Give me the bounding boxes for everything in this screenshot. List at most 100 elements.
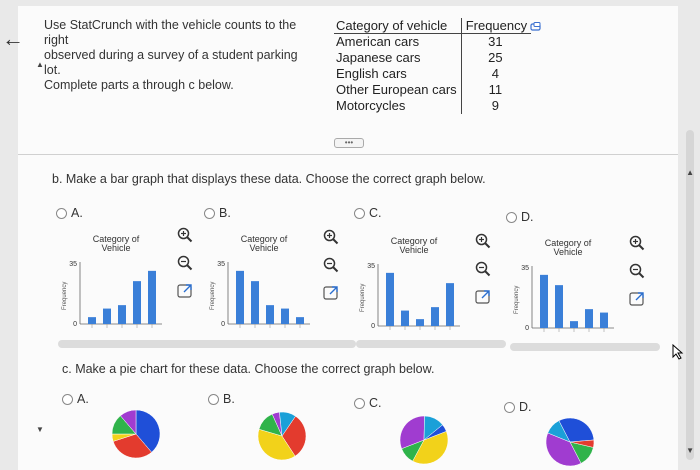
horizontal-scrollbar[interactable] bbox=[58, 340, 218, 348]
bar-chart-option-d: Category of Vehicle Frequency 35 0 bbox=[510, 234, 630, 344]
y-axis-label: Frequency bbox=[360, 284, 366, 312]
table-cell-frequency: 31 bbox=[460, 33, 532, 50]
pie-slice bbox=[423, 424, 447, 441]
zoom-out-icon[interactable] bbox=[474, 260, 492, 278]
expand-more-button[interactable]: ••• bbox=[334, 138, 364, 148]
copy-table-icon[interactable] bbox=[530, 22, 542, 32]
bar bbox=[431, 307, 439, 326]
radio-button[interactable] bbox=[204, 207, 215, 219]
bar bbox=[600, 312, 608, 328]
option-c-c[interactable]: C. bbox=[354, 396, 382, 410]
open-new-window-icon[interactable] bbox=[176, 282, 194, 300]
bar bbox=[540, 274, 548, 328]
y-tick-label: 0 bbox=[525, 325, 529, 332]
table-cell-frequency: 11 bbox=[460, 82, 532, 98]
chart-title: Vehicle bbox=[101, 243, 130, 253]
option-letter: B. bbox=[223, 392, 235, 406]
y-tick-label: 35 bbox=[69, 261, 77, 268]
table-cell-frequency: 4 bbox=[460, 66, 532, 82]
zoom-in-icon[interactable] bbox=[628, 234, 646, 252]
pie-slice bbox=[558, 417, 595, 443]
option-b-a[interactable]: A. bbox=[56, 206, 83, 220]
scroll-down-icon[interactable]: ▼ bbox=[36, 425, 44, 434]
table-row: Other European cars 11 bbox=[334, 82, 532, 98]
zoom-out-icon[interactable] bbox=[176, 254, 194, 272]
pie-slice bbox=[281, 415, 307, 457]
radio-button[interactable] bbox=[56, 207, 67, 219]
bar-chart-option-c: Category of Vehicle Frequency 35 0 bbox=[356, 232, 476, 342]
bar bbox=[570, 321, 578, 328]
table-row: American cars 31 bbox=[334, 33, 532, 50]
pie-slice bbox=[412, 430, 449, 465]
zoom-in-icon[interactable] bbox=[474, 232, 492, 250]
y-axis-label: Frequency bbox=[62, 282, 68, 310]
radio-button[interactable] bbox=[354, 397, 365, 409]
option-b-b[interactable]: B. bbox=[204, 206, 231, 220]
radio-button[interactable] bbox=[354, 207, 365, 219]
option-c-b[interactable]: B. bbox=[208, 392, 235, 406]
pie-slice bbox=[545, 432, 582, 467]
option-letter: A. bbox=[77, 392, 89, 406]
bar bbox=[416, 319, 424, 326]
table-cell-category: Other European cars bbox=[336, 82, 457, 97]
open-new-window-icon[interactable] bbox=[322, 284, 340, 302]
problem-statement: Use StatCrunch with the vehicle counts t… bbox=[44, 18, 314, 93]
table-cell-frequency: 9 bbox=[460, 98, 532, 114]
zoom-in-icon[interactable] bbox=[322, 228, 340, 246]
frequency-table: Category of vehicle Frequency American c… bbox=[334, 18, 532, 114]
radio-button[interactable] bbox=[62, 393, 73, 405]
intro-line: Complete parts a through c below. bbox=[44, 78, 234, 92]
question-panel bbox=[18, 6, 678, 470]
option-b-c[interactable]: C. bbox=[354, 206, 382, 220]
option-letter: D. bbox=[521, 210, 534, 224]
y-axis-label: Frequency bbox=[514, 286, 520, 314]
option-letter: C. bbox=[369, 396, 382, 410]
option-c-a[interactable]: A. bbox=[62, 392, 89, 406]
y-tick-label: 0 bbox=[371, 323, 375, 330]
y-axis-label: Frequency bbox=[210, 282, 216, 310]
bar bbox=[401, 310, 409, 326]
y-tick-label: 35 bbox=[367, 263, 375, 270]
scroll-up-icon[interactable]: ▲ bbox=[36, 60, 44, 69]
radio-button[interactable] bbox=[208, 393, 219, 405]
table-row: Motorcycles 9 bbox=[334, 98, 532, 114]
intro-line: observed during a survey of a student pa… bbox=[44, 48, 298, 77]
option-letter: B. bbox=[219, 206, 231, 220]
option-b-d[interactable]: D. bbox=[506, 210, 534, 224]
bar bbox=[236, 270, 244, 324]
back-arrow-icon[interactable]: ← bbox=[2, 26, 24, 51]
radio-button[interactable] bbox=[506, 211, 517, 223]
bar bbox=[386, 272, 394, 326]
radio-button[interactable] bbox=[504, 401, 515, 413]
chart-title: Vehicle bbox=[399, 245, 428, 255]
chart-title: Category of bbox=[545, 238, 592, 248]
bar bbox=[148, 270, 156, 324]
bar bbox=[118, 305, 126, 324]
pie-slice bbox=[257, 428, 296, 461]
table-row: Japanese cars 25 bbox=[334, 50, 532, 66]
pie-slice bbox=[120, 409, 137, 435]
open-new-window-icon[interactable] bbox=[628, 290, 646, 308]
pie-slice bbox=[279, 411, 296, 437]
pie-chart-option-b bbox=[257, 411, 307, 461]
zoom-out-icon[interactable] bbox=[322, 256, 340, 274]
pie-slice bbox=[135, 409, 161, 453]
horizontal-scrollbar[interactable] bbox=[206, 340, 356, 348]
table-cell-frequency: 25 bbox=[460, 50, 532, 66]
scroll-up-icon[interactable]: ▲ bbox=[686, 168, 694, 177]
pie-slice bbox=[569, 439, 595, 448]
zoom-out-icon[interactable] bbox=[628, 262, 646, 280]
option-c-d[interactable]: D. bbox=[504, 400, 532, 414]
vertical-scrollbar[interactable] bbox=[686, 130, 694, 460]
intro-line: Use StatCrunch with the vehicle counts t… bbox=[44, 18, 297, 47]
horizontal-scrollbar[interactable] bbox=[356, 340, 506, 348]
table-cell-category: Japanese cars bbox=[336, 50, 421, 65]
horizontal-scrollbar[interactable] bbox=[510, 343, 660, 351]
zoom-in-icon[interactable] bbox=[176, 226, 194, 244]
chart-title: Category of bbox=[241, 234, 288, 244]
y-tick-label: 0 bbox=[221, 321, 225, 328]
bar bbox=[251, 281, 259, 324]
scroll-down-icon[interactable]: ▼ bbox=[686, 446, 694, 455]
open-new-window-icon[interactable] bbox=[474, 288, 492, 306]
table-header-frequency: Frequency bbox=[460, 18, 532, 34]
